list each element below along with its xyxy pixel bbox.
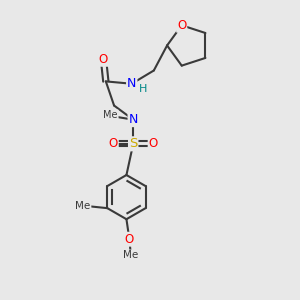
Text: O: O <box>99 53 108 66</box>
Text: Me: Me <box>123 250 139 260</box>
Text: N: N <box>128 113 138 126</box>
Text: O: O <box>148 137 158 150</box>
Text: O: O <box>109 137 118 150</box>
Text: Me: Me <box>103 110 118 120</box>
Text: S: S <box>129 137 137 150</box>
Text: N: N <box>127 77 136 90</box>
Text: O: O <box>177 19 186 32</box>
Text: Me: Me <box>75 201 91 211</box>
Text: O: O <box>125 233 134 246</box>
Text: H: H <box>139 84 148 94</box>
